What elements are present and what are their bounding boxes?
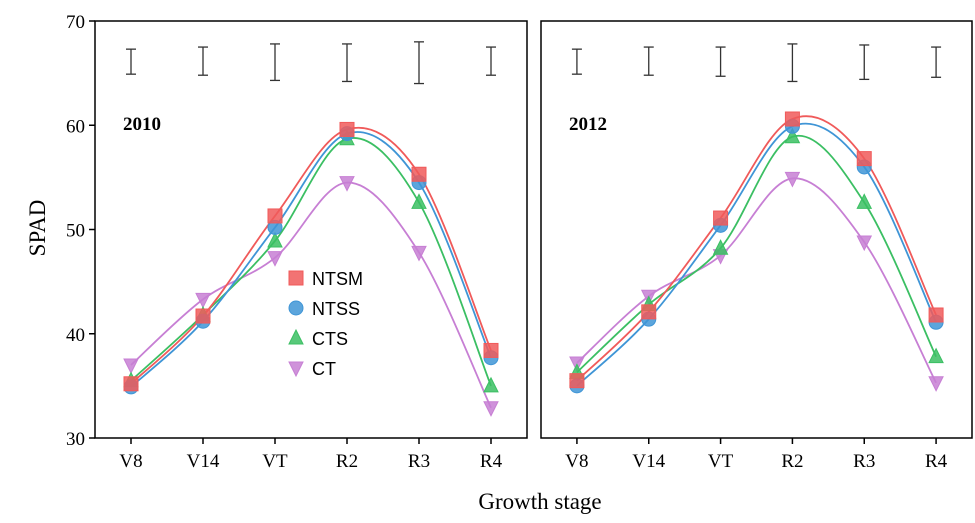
series-line-ntss bbox=[130, 131, 492, 388]
error-bar bbox=[198, 46, 208, 76]
plot-frame bbox=[540, 20, 973, 439]
legend-item-ntss: NTSS bbox=[288, 299, 360, 319]
point-ntsm bbox=[569, 373, 585, 389]
x-tick-label: R3 bbox=[853, 451, 875, 472]
point-cts bbox=[928, 347, 944, 364]
y-tick-label: 70 bbox=[66, 12, 85, 33]
point-cts bbox=[411, 193, 427, 209]
legend-marker-cts bbox=[288, 328, 304, 345]
error-bar bbox=[859, 44, 870, 81]
point-ct bbox=[411, 245, 427, 262]
panel-2012: V8 V14 VT R2 R3 R4 2012 bbox=[540, 20, 973, 472]
point-cts bbox=[856, 193, 873, 209]
legend-item-ntsm: NTSM bbox=[288, 269, 363, 289]
x-tick-label: V8 bbox=[565, 451, 588, 472]
y-tick-label: 60 bbox=[66, 116, 85, 137]
point-ct bbox=[195, 292, 211, 309]
series-line-cts bbox=[130, 137, 492, 387]
error-bar bbox=[414, 41, 424, 85]
legend-marker-ntss bbox=[288, 300, 304, 316]
legend-label: CT bbox=[312, 359, 336, 379]
point-ct bbox=[928, 376, 944, 392]
legend-label: NTSS bbox=[312, 299, 360, 319]
y-tick-label: 30 bbox=[66, 429, 85, 450]
x-tick-label: V14 bbox=[187, 451, 220, 472]
error-bar bbox=[126, 48, 136, 75]
series-line-ntsm bbox=[130, 126, 492, 385]
point-ntsm bbox=[267, 208, 283, 224]
panels-layer: 30 40 50 60 70 V8 V14 VT R2 R3 R4 2010 NTSM NTSS CTS CT… bbox=[66, 12, 973, 472]
legend-item-cts: CTS bbox=[288, 328, 348, 349]
legend-marker-ntsm bbox=[288, 270, 304, 286]
point-ct bbox=[784, 171, 801, 188]
error-bar bbox=[571, 48, 582, 75]
point-ntsm bbox=[641, 304, 657, 320]
x-tick-label: R4 bbox=[925, 451, 948, 472]
point-ct bbox=[483, 401, 499, 417]
error-bar bbox=[486, 46, 496, 76]
point-ntsm bbox=[713, 210, 729, 226]
legend-label: CTS bbox=[312, 329, 348, 349]
point-ntsm bbox=[123, 376, 139, 392]
error-bar bbox=[342, 43, 352, 83]
point-cts bbox=[267, 231, 283, 248]
point-ct bbox=[339, 176, 355, 192]
error-bar bbox=[787, 43, 798, 83]
legend: NTSM NTSS CTS CT bbox=[288, 269, 363, 379]
error-bar bbox=[931, 46, 942, 78]
plot-frame bbox=[94, 20, 528, 439]
point-cts bbox=[784, 127, 801, 144]
series-line-ntsm bbox=[576, 115, 937, 382]
point-ntsm bbox=[784, 111, 800, 127]
y-tick-label: 50 bbox=[66, 221, 85, 242]
point-cts bbox=[712, 239, 729, 255]
point-ntsm bbox=[339, 121, 355, 137]
point-ntsm bbox=[856, 151, 872, 167]
x-tick-label: V14 bbox=[632, 451, 665, 472]
x-tick-label: R2 bbox=[336, 451, 358, 472]
legend-label: NTSM bbox=[312, 269, 363, 289]
series-line-ct bbox=[576, 177, 937, 384]
point-ntsm bbox=[483, 342, 499, 358]
error-bar bbox=[270, 43, 280, 82]
panel-2010: 30 40 50 60 70 V8 V14 VT R2 R3 R4 2010 NTSM NTSS CTS CT bbox=[66, 12, 528, 472]
y-tick-label: 40 bbox=[66, 325, 85, 346]
x-tick-label: VT bbox=[262, 451, 288, 472]
point-ct bbox=[267, 251, 283, 267]
x-axis-title: Growth stage bbox=[478, 489, 601, 514]
y-axis-title: SPAD bbox=[25, 200, 50, 257]
legend-item-ct: CT bbox=[288, 359, 336, 379]
legend-marker-ct bbox=[288, 361, 304, 378]
error-bar bbox=[715, 46, 726, 77]
point-ntsm bbox=[411, 166, 427, 182]
x-tick-label: V8 bbox=[119, 451, 142, 472]
point-ct bbox=[856, 235, 873, 252]
panel-label: 2012 bbox=[569, 114, 607, 135]
series-line-ntss bbox=[576, 122, 937, 387]
panel-label: 2010 bbox=[123, 114, 161, 135]
point-ct bbox=[123, 358, 139, 375]
error-bar bbox=[643, 46, 654, 76]
x-tick-label: R3 bbox=[408, 451, 430, 472]
x-tick-label: R4 bbox=[480, 451, 503, 472]
x-tick-label: R2 bbox=[781, 451, 803, 472]
point-ntsm bbox=[195, 308, 211, 324]
point-cts bbox=[483, 376, 499, 393]
x-tick-label: VT bbox=[708, 451, 734, 472]
point-ntsm bbox=[928, 307, 944, 323]
